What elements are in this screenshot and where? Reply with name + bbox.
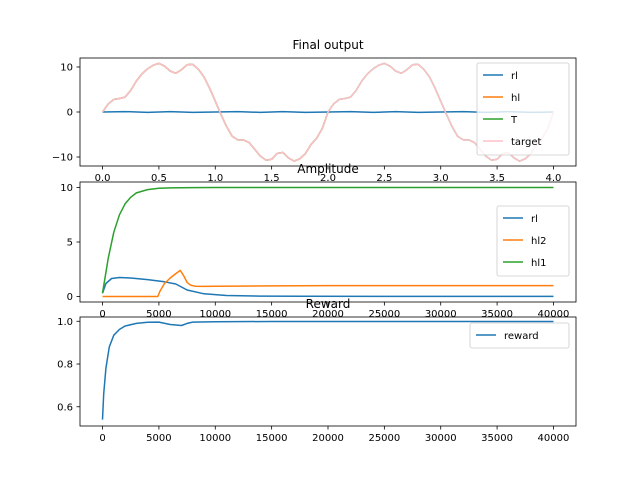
x-tick-label: 5000	[146, 433, 171, 444]
x-tick-label: 10000	[199, 433, 231, 444]
y-tick-label: −10	[52, 153, 73, 164]
series-line-rl	[101, 276, 554, 298]
x-tick-label: 25000	[368, 433, 400, 444]
x-tick-label: 3.0	[433, 173, 449, 184]
x-tick-label: 3.5	[489, 173, 505, 184]
legend-box	[476, 62, 570, 156]
x-tick-label: 2.5	[376, 173, 392, 184]
series-line-hl2	[102, 269, 554, 298]
y-tick-label: 0.8	[57, 360, 73, 371]
series-line-hl1	[101, 186, 554, 294]
x-tick-label: 1.0	[207, 173, 223, 184]
legend-box	[469, 322, 570, 349]
x-tick-label: 15000	[256, 433, 288, 444]
subplot-1: 0 5000 10000 15000 20000 25000 30000 35000 40000…	[60, 162, 577, 320]
legend-label: hl	[511, 93, 520, 104]
x-tick-label: 1.5	[264, 173, 280, 184]
legend: rl hl2 hl1	[496, 205, 570, 277]
x-tick-label: 40000	[538, 433, 570, 444]
series-line-reward	[101, 320, 554, 420]
y-tick-label: 1.0	[57, 317, 73, 328]
legend-label: target	[511, 137, 541, 148]
x-tick-label: 20000	[312, 433, 344, 444]
x-tick-label: 0	[99, 433, 105, 444]
y-tick-label: 10	[60, 183, 73, 194]
x-tick-label: 5000	[146, 309, 171, 320]
x-tick-label: 30000	[425, 309, 457, 320]
legend-label: rl	[531, 214, 538, 225]
x-tick-label: 35000	[481, 309, 513, 320]
subplot-2: 0 5000 10000 15000 20000 25000 30000 35000 40000…	[57, 297, 577, 444]
chart-title: Final output	[292, 38, 363, 52]
legend-box	[496, 205, 570, 277]
legend: reward	[469, 322, 570, 349]
x-tick-label: 40000	[538, 309, 570, 320]
x-tick-label: 35000	[481, 433, 513, 444]
y-tick-label: 0.6	[57, 402, 73, 413]
x-tick-label: 0.5	[151, 173, 167, 184]
chart-title: Reward	[306, 297, 351, 311]
x-tick-label: 10000	[199, 309, 231, 320]
legend-label: rl	[511, 71, 518, 82]
y-tick-label: 5	[67, 238, 73, 249]
x-tick-label: 2.0	[320, 173, 336, 184]
chart-title: Amplitude	[297, 162, 359, 176]
x-tick-label: 20000	[312, 309, 344, 320]
x-tick-label: 15000	[256, 309, 288, 320]
legend-label: reward	[504, 331, 539, 342]
y-tick-label: 0	[67, 292, 73, 303]
y-tick-label: 10	[60, 63, 73, 74]
legend-label: hl1	[531, 258, 546, 269]
x-tick-label: 30000	[425, 433, 457, 444]
x-tick-label: 0	[99, 309, 105, 320]
x-tick-label: 25000	[368, 309, 400, 320]
legend-label: T	[510, 115, 518, 126]
legend-label: hl2	[531, 236, 546, 247]
x-tick-label: 0.0	[95, 173, 111, 184]
subplot-0: 0.0 0.5 1.0 1.5 2.0 2.5 3.0 3.5 4.0 10 0 −10 Final o…	[52, 38, 577, 184]
y-tick-label: 0	[67, 108, 73, 119]
x-tick-label: 4.0	[546, 173, 562, 184]
